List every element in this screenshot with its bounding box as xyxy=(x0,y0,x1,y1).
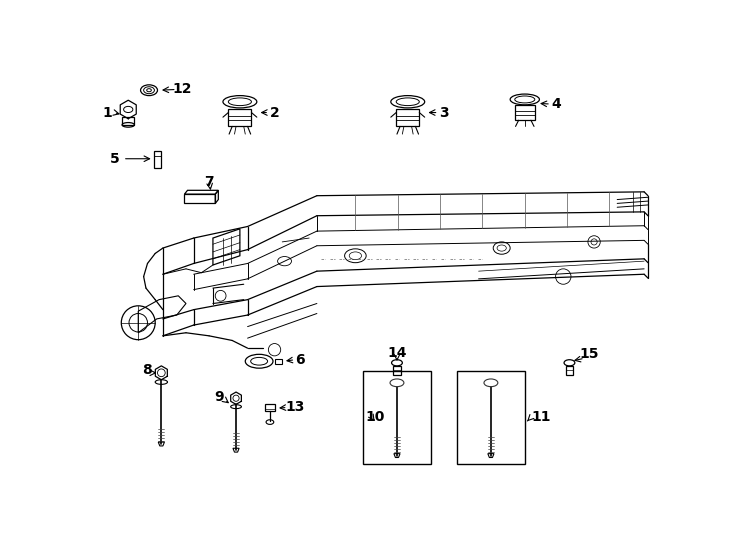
Bar xyxy=(153,151,161,168)
Bar xyxy=(457,372,525,464)
Text: 14: 14 xyxy=(388,346,407,360)
Bar xyxy=(396,110,419,126)
Text: 5: 5 xyxy=(110,152,120,166)
Text: 2: 2 xyxy=(269,105,280,119)
Text: 10: 10 xyxy=(366,410,385,424)
Bar xyxy=(264,403,275,411)
Bar xyxy=(122,117,134,125)
Bar xyxy=(228,110,252,126)
Text: 4: 4 xyxy=(551,97,562,111)
Text: 8: 8 xyxy=(142,363,153,377)
Text: 9: 9 xyxy=(214,390,224,404)
Text: 12: 12 xyxy=(172,83,192,97)
Text: 7: 7 xyxy=(204,175,214,189)
Bar xyxy=(275,359,283,363)
Text: 3: 3 xyxy=(439,105,448,119)
Bar xyxy=(566,366,573,375)
Text: 1: 1 xyxy=(103,105,112,119)
Bar xyxy=(393,366,401,375)
Text: 6: 6 xyxy=(295,353,305,367)
Bar xyxy=(363,372,431,464)
Text: 15: 15 xyxy=(579,347,598,361)
Bar xyxy=(515,105,535,120)
Text: 11: 11 xyxy=(531,410,550,424)
Text: 13: 13 xyxy=(286,400,305,414)
